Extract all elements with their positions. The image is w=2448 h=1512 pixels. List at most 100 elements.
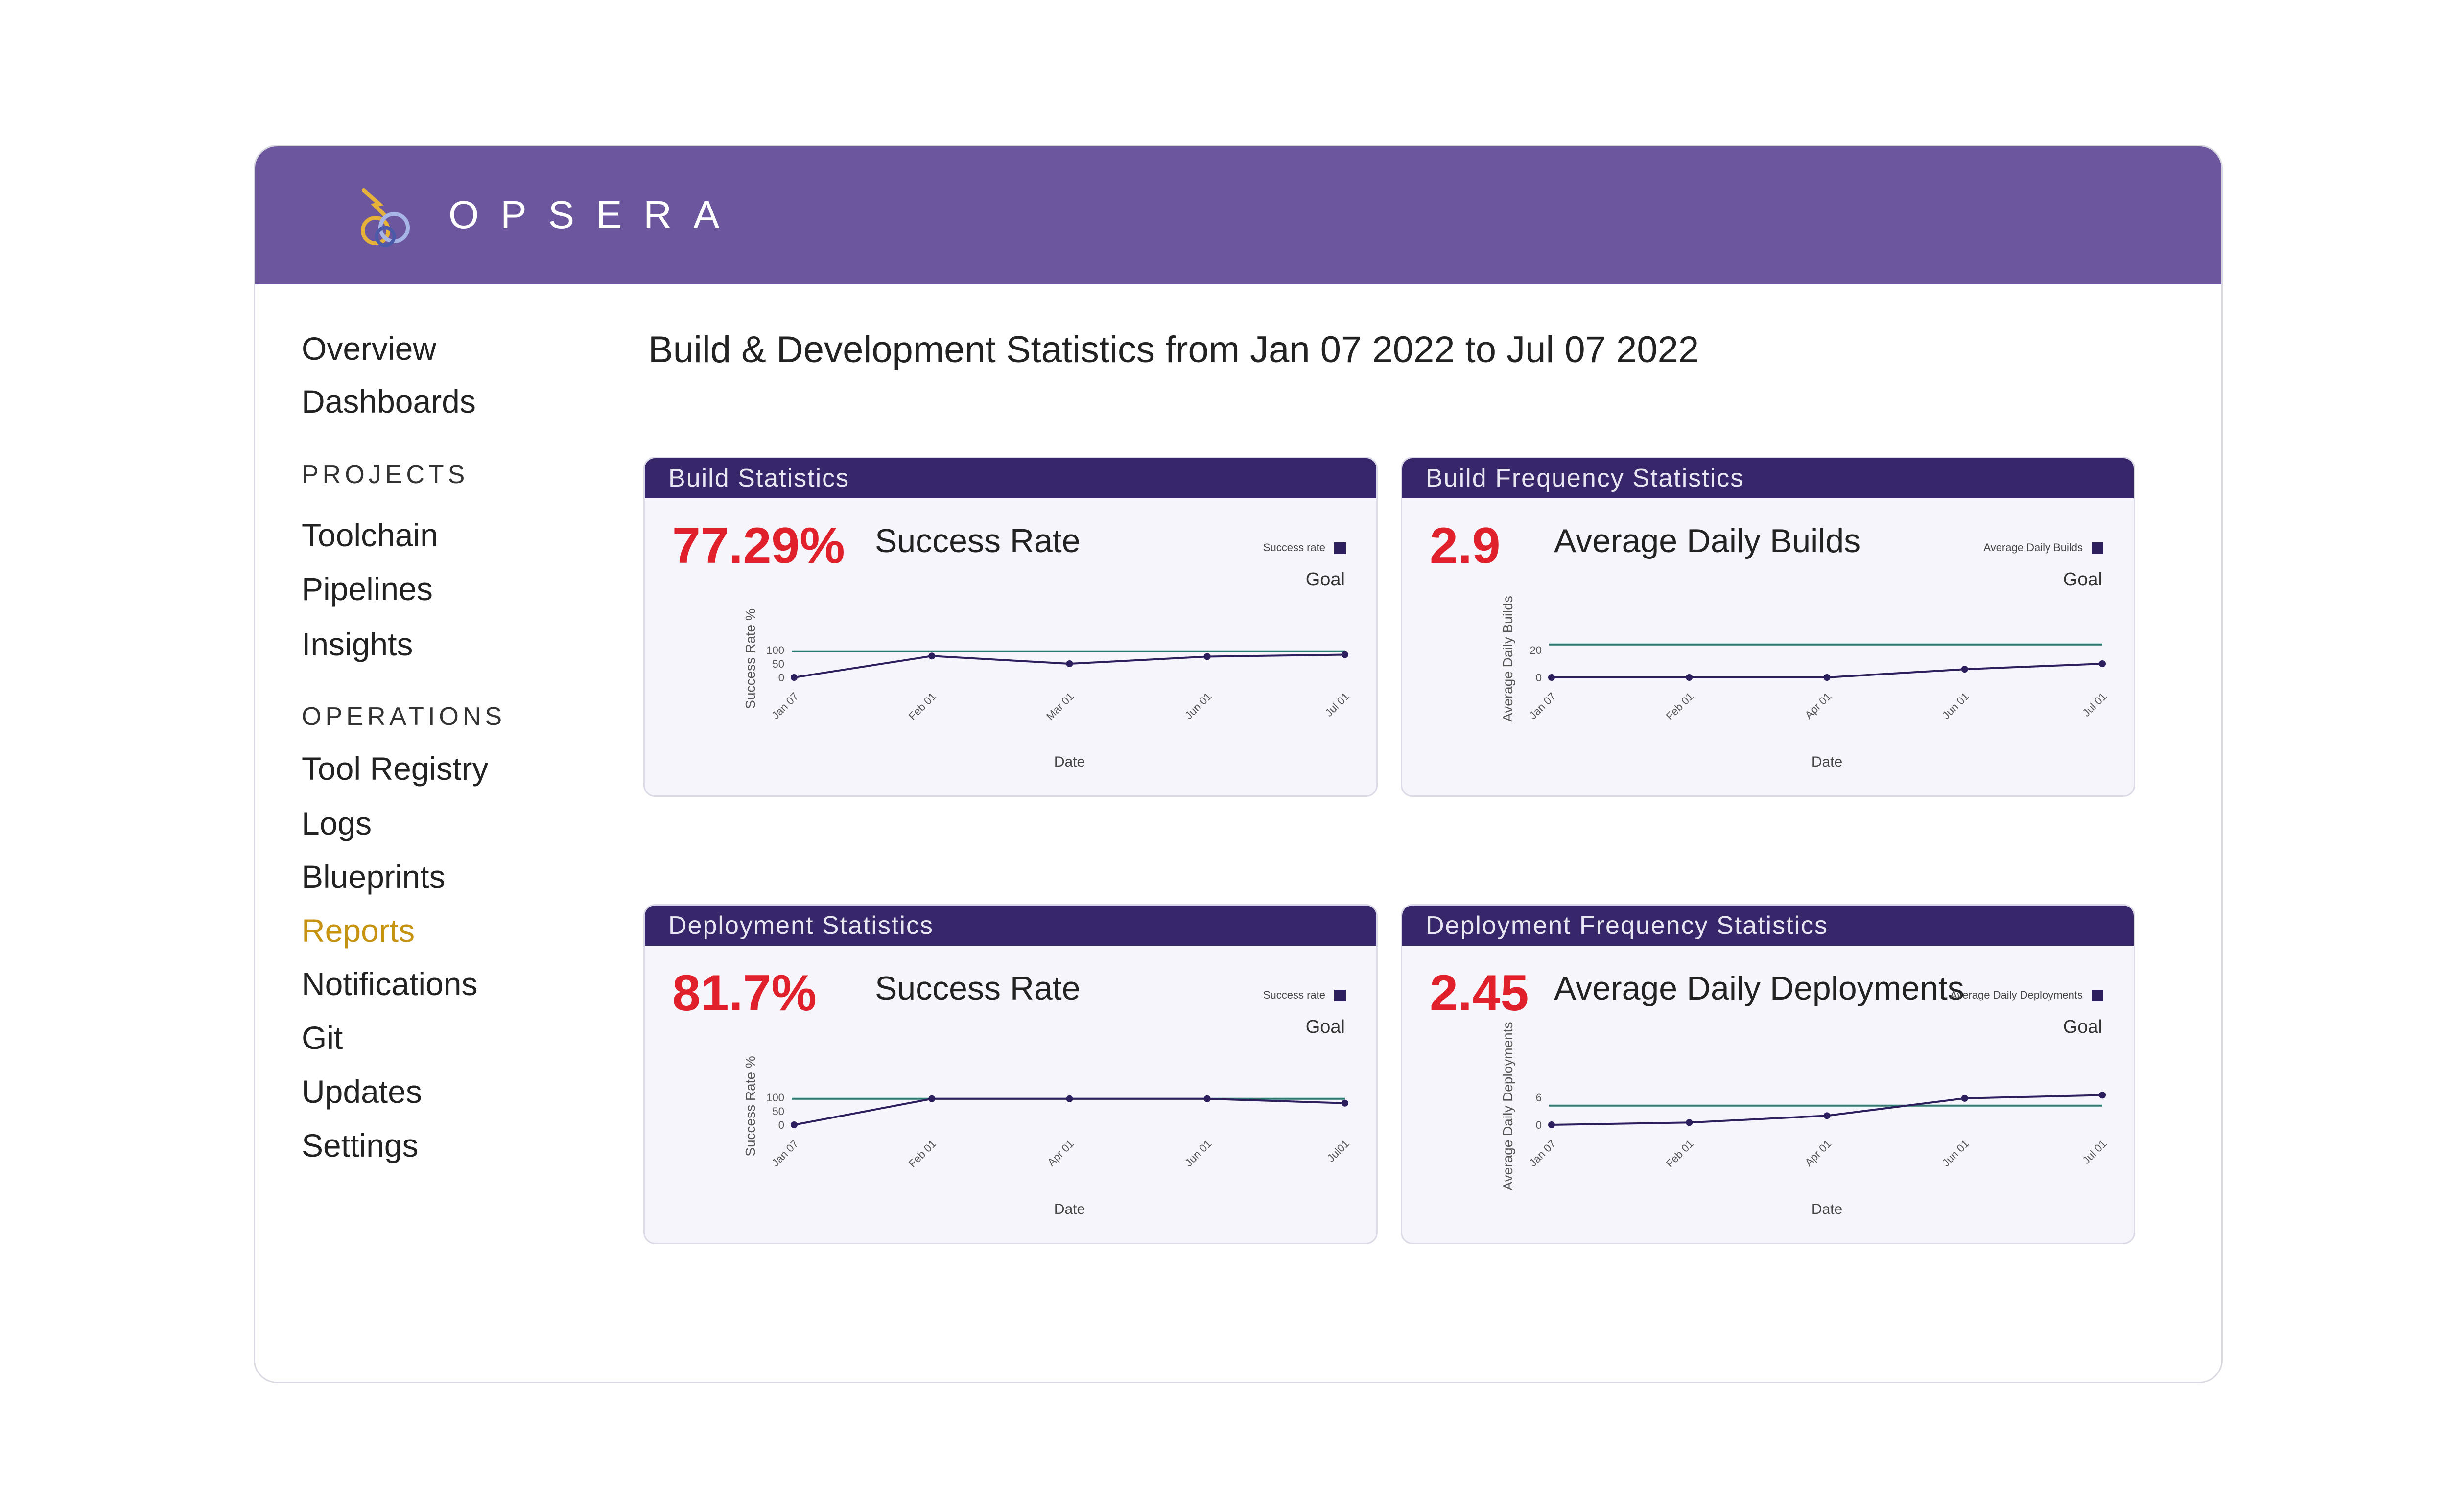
sidebar-item-dashboards[interactable]: Dashboards — [302, 383, 476, 419]
x-axis-label: Date — [1054, 754, 1085, 770]
metric-label: Average Daily Deployments — [1554, 970, 1964, 1007]
legend-label: Average Daily Deployments — [1950, 989, 2083, 1001]
data-point — [1548, 1121, 1555, 1128]
legend-label: Average Daily Builds — [1983, 541, 2083, 554]
y-tick-label: 6 — [1536, 1092, 1542, 1104]
x-tick-label: Apr 01 — [1803, 690, 1834, 721]
x-tick-label: Mar 01 — [1044, 690, 1076, 722]
x-tick-label: Jul01 — [1325, 1138, 1352, 1164]
metric-label: Average Daily Builds — [1554, 522, 1861, 559]
sidebar-item-tool-registry[interactable]: Tool Registry — [302, 750, 489, 787]
data-point — [1203, 1095, 1211, 1102]
metric-value: 81.7% — [672, 965, 817, 1022]
sidebar-item-logs[interactable]: Logs — [302, 805, 372, 841]
data-point — [2099, 660, 2106, 667]
card-deployment-frequency-statistics: Deployment Frequency Statistics 2.45 Ave… — [1401, 904, 2135, 1244]
sidebar-item-pipelines[interactable]: Pipelines — [302, 571, 433, 607]
y-tick-label: 50 — [773, 1105, 784, 1117]
y-tick-label: 20 — [1530, 644, 1542, 656]
data-point — [1203, 653, 1211, 660]
y-tick-label: 100 — [766, 1092, 784, 1104]
sidebar-item-notifications[interactable]: Notifications — [302, 966, 478, 1002]
series-line — [794, 1097, 1345, 1126]
metric-label: Success Rate — [875, 522, 1081, 559]
goal-label: Goal — [1306, 569, 1345, 590]
brand-name: OPSERA — [448, 193, 741, 236]
app-window: OPSERA Overview Dashboards PROJECTS Tool… — [254, 145, 2223, 1383]
legend-label: Success rate — [1263, 989, 1325, 1001]
x-tick-label: Feb 01 — [906, 1138, 939, 1170]
data-point — [1066, 1095, 1073, 1102]
operations-heading: OPERATIONS — [302, 702, 506, 731]
goal-label: Goal — [1306, 1017, 1345, 1037]
x-tick-label: Jan 07 — [1527, 690, 1558, 721]
series-line — [1551, 1094, 2103, 1126]
x-tick-label: Jan 07 — [769, 1138, 800, 1169]
x-axis-label: Date — [1812, 1201, 1842, 1217]
data-point — [928, 1095, 936, 1102]
x-axis-label: Date — [1812, 754, 1842, 770]
legend-swatch — [1334, 990, 1346, 1001]
y-axis-label: Average Daily Deployments — [1500, 1022, 1515, 1191]
average-daily-builds-chart: Average Daily Builds Average Daily Builds… — [1500, 541, 2109, 770]
x-tick-label: Jan 07 — [769, 690, 800, 721]
card-header: Deployment Statistics — [645, 906, 1376, 946]
data-point — [1961, 666, 1968, 673]
metric-value: 2.45 — [1430, 965, 1529, 1022]
legend-swatch — [1334, 542, 1346, 554]
x-tick-label: Jul 01 — [2080, 1138, 2109, 1166]
y-axis-label: Average Daily Builds — [1500, 596, 1515, 722]
y-tick-label: 0 — [1536, 1119, 1542, 1131]
metric-label: Success Rate — [875, 970, 1081, 1007]
data-point — [1823, 1112, 1831, 1119]
x-tick-label: Jan 07 — [1527, 1138, 1558, 1169]
sidebar-item-settings[interactable]: Settings — [302, 1127, 419, 1163]
sidebar-item-overview[interactable]: Overview — [302, 330, 437, 367]
sidebar-item-updates[interactable]: Updates — [302, 1073, 422, 1110]
data-point — [791, 674, 798, 681]
data-point — [791, 1121, 798, 1128]
sidebar-item-git[interactable]: Git — [302, 1020, 343, 1056]
card-header: Deployment Frequency Statistics — [1402, 906, 2134, 946]
sidebar-item-reports[interactable]: Reports — [302, 912, 415, 949]
opsera-logo-icon[interactable] — [360, 186, 414, 249]
y-tick-label: 0 — [1536, 672, 1542, 684]
card-header: Build Statistics — [645, 458, 1376, 498]
legend-swatch — [2092, 990, 2103, 1001]
x-tick-label: Jun 01 — [1940, 690, 1971, 721]
x-tick-label: Jul 01 — [1322, 690, 1351, 719]
card-build-statistics: Build Statistics 77.29% Success Rate Suc… — [643, 457, 1378, 797]
data-point — [2099, 1092, 2106, 1099]
data-point — [1548, 674, 1555, 681]
metric-value: 77.29% — [672, 517, 845, 574]
goal-label: Goal — [2063, 569, 2102, 590]
sidebar-item-blueprints[interactable]: Blueprints — [302, 859, 446, 895]
sidebar-item-toolchain[interactable]: Toolchain — [302, 517, 438, 553]
y-tick-label: 100 — [766, 644, 784, 656]
metric-value: 2.9 — [1430, 517, 1501, 574]
x-tick-label: Jul 01 — [2080, 690, 2109, 719]
projects-heading: PROJECTS — [302, 461, 469, 489]
card-header: Build Frequency Statistics — [1402, 458, 2134, 498]
goal-label: Goal — [2063, 1017, 2102, 1037]
sidebar-item-insights[interactable]: Insights — [302, 626, 413, 662]
data-point — [1342, 1099, 1348, 1107]
x-tick-label: Jun 01 — [1940, 1138, 1971, 1169]
data-point — [928, 652, 936, 660]
data-point — [1066, 660, 1073, 667]
card-build-frequency-statistics: Build Frequency Statistics 2.9 Average D… — [1401, 457, 2135, 797]
y-tick-label: 50 — [773, 658, 784, 670]
page-title: Build & Development Statistics from Jan … — [648, 329, 1699, 371]
top-bar: OPSERA — [255, 146, 2221, 284]
card-deployment-statistics: Deployment Statistics 81.7% Success Rate… — [643, 904, 1378, 1244]
x-tick-label: Feb 01 — [906, 690, 939, 722]
data-point — [1961, 1094, 1968, 1102]
legend-label: Success rate — [1263, 541, 1325, 554]
legend-swatch — [2092, 542, 2103, 554]
x-tick-label: Apr 01 — [1045, 1138, 1077, 1169]
y-tick-label: 0 — [778, 1119, 784, 1131]
success-rate-chart: Success rate Success Rate % 0 50 100 Goal Jan … — [743, 541, 1352, 770]
x-tick-label: Feb 01 — [1664, 1138, 1696, 1170]
y-axis-label: Success Rate % — [743, 1056, 758, 1156]
